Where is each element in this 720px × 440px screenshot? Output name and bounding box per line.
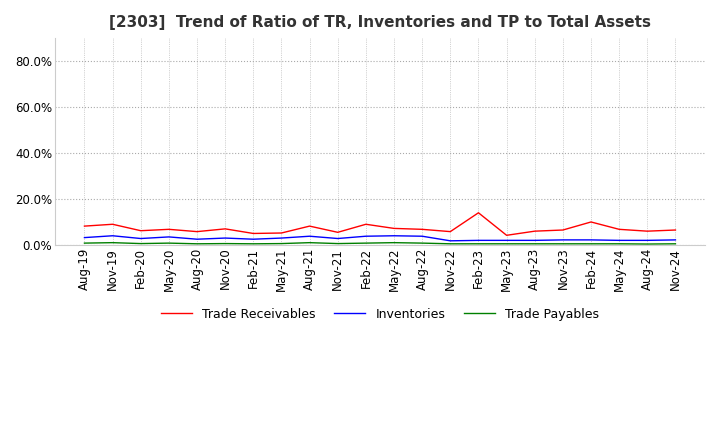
Inventories xyxy=(446,238,454,243)
Inventories xyxy=(165,234,174,239)
Inventories xyxy=(361,234,370,239)
Inventories xyxy=(193,237,202,242)
Inventories xyxy=(503,238,511,243)
Inventories xyxy=(249,237,258,242)
Inventories xyxy=(587,237,595,242)
Trade Receivables xyxy=(249,231,258,236)
Line: Trade Receivables: Trade Receivables xyxy=(84,213,675,235)
Trade Payables xyxy=(643,242,652,247)
Trade Receivables xyxy=(277,231,286,236)
Trade Receivables xyxy=(643,228,652,234)
Inventories xyxy=(80,235,89,240)
Trade Receivables xyxy=(80,224,89,229)
Trade Payables xyxy=(305,240,314,245)
Trade Payables xyxy=(193,241,202,246)
Trade Payables xyxy=(446,241,454,246)
Trade Payables xyxy=(277,241,286,246)
Trade Receivables xyxy=(108,222,117,227)
Inventories xyxy=(615,238,624,243)
Trade Receivables xyxy=(474,210,483,216)
Trade Payables xyxy=(587,241,595,246)
Title: [2303]  Trend of Ratio of TR, Inventories and TP to Total Assets: [2303] Trend of Ratio of TR, Inventories… xyxy=(109,15,651,30)
Inventories xyxy=(221,235,230,241)
Inventories xyxy=(671,237,680,242)
Trade Payables xyxy=(671,241,680,246)
Legend: Trade Receivables, Inventories, Trade Payables: Trade Receivables, Inventories, Trade Pa… xyxy=(156,303,604,326)
Trade Receivables xyxy=(418,227,426,232)
Trade Payables xyxy=(361,241,370,246)
Trade Payables xyxy=(221,241,230,246)
Trade Receivables xyxy=(361,222,370,227)
Trade Receivables xyxy=(503,233,511,238)
Line: Inventories: Inventories xyxy=(84,236,675,241)
Trade Receivables xyxy=(136,228,145,233)
Trade Payables xyxy=(333,241,342,246)
Trade Payables xyxy=(503,241,511,246)
Inventories xyxy=(305,234,314,239)
Trade Receivables xyxy=(446,229,454,234)
Trade Receivables xyxy=(333,230,342,235)
Trade Receivables xyxy=(615,227,624,232)
Inventories xyxy=(531,238,539,243)
Inventories xyxy=(474,238,483,243)
Line: Trade Payables: Trade Payables xyxy=(84,242,675,244)
Trade Payables xyxy=(418,241,426,246)
Inventories xyxy=(559,237,567,242)
Trade Payables xyxy=(136,241,145,246)
Trade Receivables xyxy=(671,227,680,233)
Trade Payables xyxy=(249,241,258,246)
Trade Receivables xyxy=(531,228,539,234)
Trade Receivables xyxy=(559,227,567,233)
Trade Payables xyxy=(615,241,624,246)
Trade Payables xyxy=(108,240,117,245)
Trade Payables xyxy=(80,241,89,246)
Trade Payables xyxy=(165,241,174,246)
Inventories xyxy=(418,234,426,239)
Trade Payables xyxy=(559,241,567,246)
Trade Receivables xyxy=(305,224,314,229)
Inventories xyxy=(333,236,342,241)
Trade Payables xyxy=(390,240,398,245)
Trade Payables xyxy=(531,241,539,246)
Trade Receivables xyxy=(193,229,202,234)
Trade Payables xyxy=(474,241,483,246)
Inventories xyxy=(643,238,652,243)
Trade Receivables xyxy=(587,219,595,224)
Trade Receivables xyxy=(165,227,174,232)
Trade Receivables xyxy=(390,226,398,231)
Inventories xyxy=(108,233,117,238)
Inventories xyxy=(136,236,145,241)
Inventories xyxy=(277,235,286,241)
Inventories xyxy=(390,233,398,238)
Trade Receivables xyxy=(221,226,230,231)
